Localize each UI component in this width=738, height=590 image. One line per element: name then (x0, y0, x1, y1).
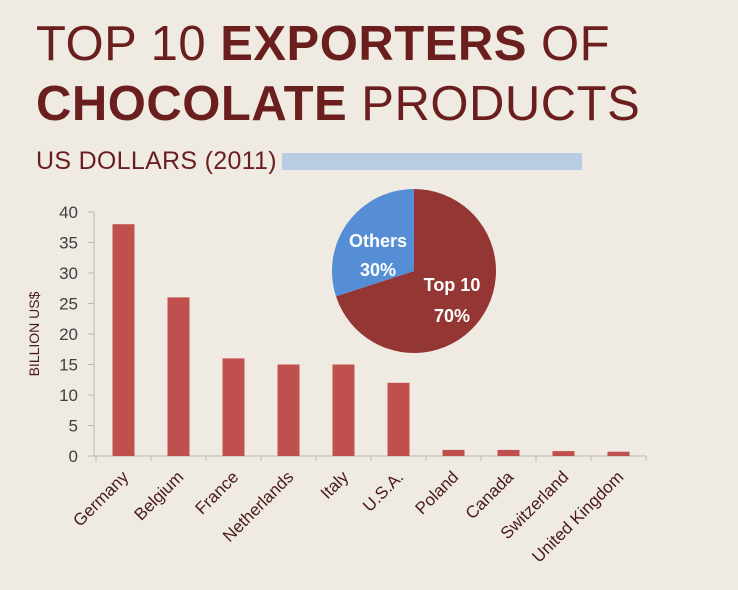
pie-slice-label: Top 10 (424, 275, 481, 295)
bar-belgium (167, 297, 190, 456)
title-line-1-prefix: TOP 10 (36, 17, 221, 71)
title-line-1-suffix: OF (526, 17, 611, 71)
x-tick-label: Belgium (130, 467, 187, 524)
pie-slice-others (332, 189, 414, 297)
title-line-1: TOP 10 EXPORTERS OF (36, 14, 640, 74)
bar-switzerland (552, 451, 575, 456)
x-tick-label: Canada (462, 467, 518, 523)
y-tick-label: 30 (59, 264, 78, 283)
bar-canada (497, 449, 520, 456)
y-tick-label: 25 (59, 295, 78, 314)
x-tick-label: Italy (317, 467, 353, 503)
pie-chart: Top 10 70% Others 30% (332, 189, 497, 353)
pie-slice-value: 30% (360, 260, 396, 280)
bar-italy (332, 364, 355, 456)
title-line-2-bold: CHOCOLATE (36, 77, 348, 131)
title-line-2-suffix: PRODUCTS (347, 77, 641, 131)
bar-france (222, 358, 245, 456)
bar-united-kingdom (607, 451, 630, 456)
pie-slice-label: Others (349, 231, 407, 251)
y-tick-label: 5 (69, 417, 78, 436)
page-title: TOP 10 EXPORTERS OF CHOCOLATE PRODUCTS (36, 14, 640, 134)
y-tick-label: 35 (59, 234, 78, 253)
x-tick-label: Germany (69, 467, 132, 530)
subtitle-row: US DOLLARS (2011) (36, 146, 277, 176)
pie-slice-top-10 (336, 189, 497, 353)
x-tick-label: Poland (411, 467, 462, 518)
title-line-2: CHOCOLATE PRODUCTS (36, 74, 640, 134)
y-axis-label: BILLION US$ (26, 291, 42, 376)
bar-germany (112, 224, 135, 456)
subtitle: US DOLLARS (2011) (36, 146, 277, 175)
bar-poland (442, 449, 465, 456)
title-line-1-bold: EXPORTERS (220, 17, 527, 71)
x-tick-label: France (191, 467, 242, 518)
y-tick-label: 40 (59, 203, 78, 222)
y-tick-label: 15 (59, 356, 78, 375)
subtitle-accent-bar (282, 153, 582, 170)
y-tick-label: 10 (59, 386, 78, 405)
y-tick-label: 0 (69, 447, 78, 466)
bar-netherlands (277, 364, 300, 456)
x-tick-label: U.S.A. (359, 467, 407, 515)
pie-slice-value: 70% (434, 306, 470, 326)
y-tick-label: 20 (59, 325, 78, 344)
bar-u-s-a (387, 382, 410, 456)
